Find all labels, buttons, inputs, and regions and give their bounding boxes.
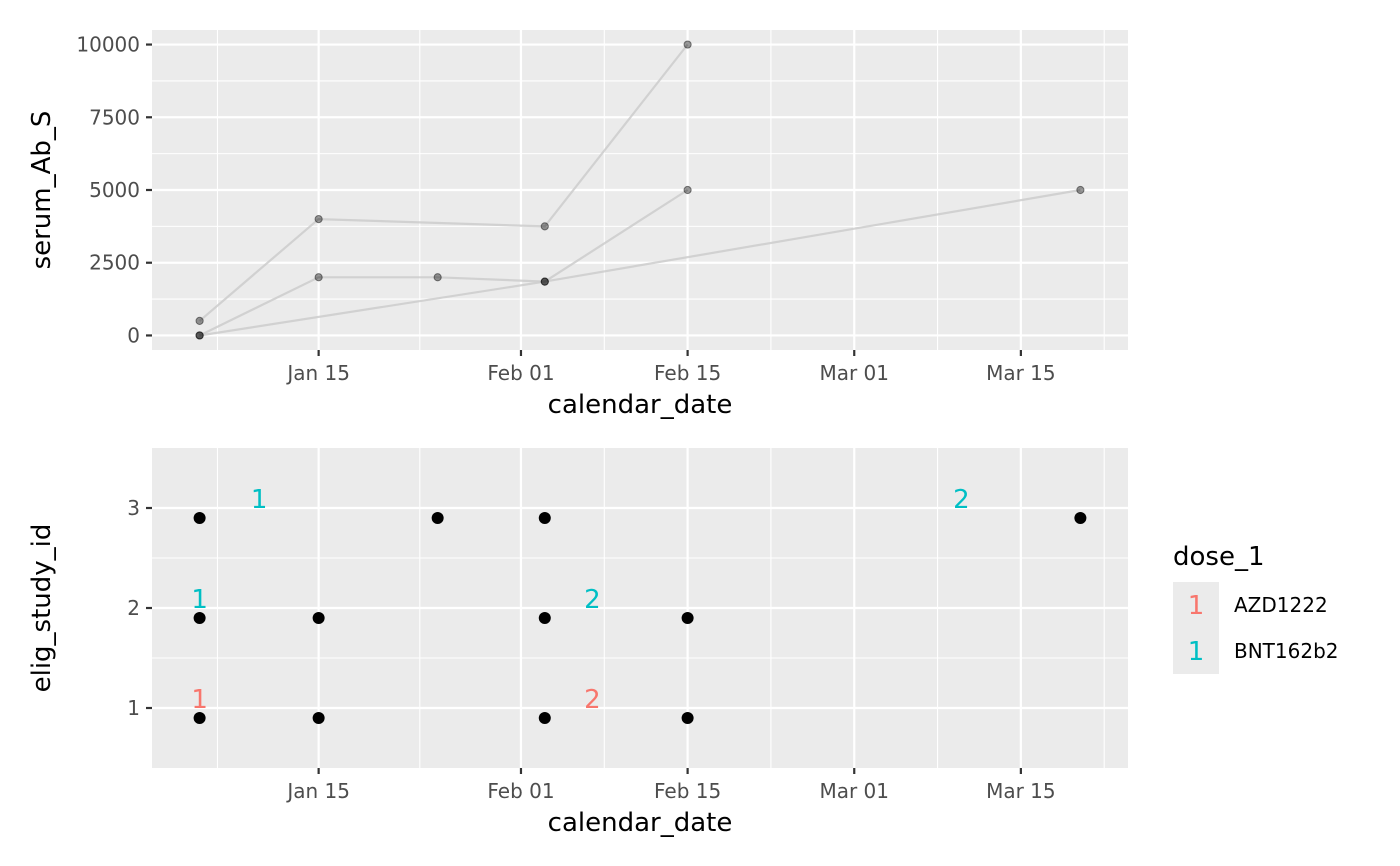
scatter-point (538, 512, 551, 524)
data-point (1076, 185, 1085, 195)
legend-title: dose_1 (1173, 542, 1265, 572)
bottom-panel-x-ticks: Jan 15 Feb 01 Feb 15 Mar 01 Mar 15 (285, 768, 1056, 803)
dose-label: 1 (191, 585, 208, 615)
scatter-point (193, 512, 206, 524)
x-tick-label: Feb 01 (487, 361, 554, 385)
scatter-point (312, 612, 325, 624)
scatter-point (681, 612, 694, 624)
data-point (195, 316, 204, 326)
top-panel-points (195, 40, 1085, 340)
bottom-panel-y-ticks: 1 2 3 (127, 496, 152, 720)
x-tick-label: Mar 15 (986, 361, 1056, 385)
data-point (314, 214, 323, 224)
x-tick-label: Jan 15 (285, 361, 350, 385)
data-point (540, 277, 549, 286)
legend-key-bnt162b2: 1 (1188, 637, 1205, 667)
x-tick-label: Mar 01 (819, 361, 889, 385)
top-x-axis-title: calendar_date (548, 390, 733, 420)
x-tick-label: Jan 15 (285, 779, 350, 803)
legend-label-azd1222: AZD1222 (1234, 593, 1328, 617)
scatter-point (538, 712, 551, 724)
dose-label: 2 (584, 685, 601, 715)
x-tick-label: Feb 15 (654, 779, 721, 803)
x-tick-label: Mar 01 (819, 779, 889, 803)
data-point (683, 40, 692, 49)
legend-label-bnt162b2: BNT162b2 (1234, 639, 1339, 663)
scatter-point (431, 512, 444, 524)
scatter-point (538, 612, 551, 624)
y-tick-label: 0 (127, 323, 140, 347)
scatter-point (193, 612, 206, 624)
dose-label: 2 (953, 485, 970, 515)
bottom-x-axis-title: calendar_date (548, 808, 733, 838)
y-tick-label: 7500 (89, 105, 140, 129)
scatter-point (193, 712, 206, 724)
y-tick-label: 2 (127, 596, 140, 620)
x-tick-label: Feb 01 (487, 779, 554, 803)
series-line-1 (199, 189, 689, 337)
bottom-panel: 1 2 1 2 1 2 Jan 15 Feb 01 Feb 15 Mar 01 Mar 15 1 2… (27, 448, 1128, 838)
legend-key-background-azd1222 (1173, 582, 1219, 628)
y-tick-label: 5000 (89, 178, 140, 202)
data-point (433, 273, 442, 282)
y-tick-label: 10000 (76, 33, 140, 57)
legend: dose_1 1 1 AZD1222 BNT162b2 (1173, 542, 1339, 674)
scatter-point (312, 712, 325, 724)
data-point (683, 185, 692, 195)
legend-key-background-bnt162b2 (1173, 628, 1219, 674)
top-y-axis-title: serum_Ab_S (27, 111, 57, 270)
bottom-panel-dose-labels: 1 2 1 2 1 2 (191, 485, 969, 715)
bottom-y-axis-title: elig_study_id (27, 524, 57, 693)
top-panel-grid (152, 30, 1128, 350)
top-panel-x-ticks: Jan 15 Feb 01 Feb 15 Mar 01 Mar 15 (285, 350, 1056, 385)
data-point (195, 331, 204, 340)
scatter-point (1074, 512, 1087, 524)
data-point (540, 222, 549, 231)
top-panel: Jan 15 Feb 01 Feb 15 Mar 01 Mar 15 0 2500 5000… (27, 30, 1128, 420)
y-tick-label: 2500 (89, 251, 140, 275)
top-panel-y-ticks: 0 2500 5000 7500 10000 (76, 33, 152, 347)
x-tick-label: Mar 15 (986, 779, 1056, 803)
series-line-3 (199, 188, 1081, 337)
scatter-point (681, 712, 694, 724)
data-point (540, 277, 549, 286)
dose-label: 1 (191, 685, 208, 715)
dose-label: 1 (251, 485, 268, 515)
top-panel-series-lines (198, 43, 1081, 337)
y-tick-label: 3 (127, 496, 140, 520)
data-point (314, 273, 323, 282)
series-line-2 (198, 43, 689, 322)
x-tick-label: Feb 15 (654, 361, 721, 385)
bottom-panel-grid (152, 448, 1128, 768)
y-tick-label: 1 (127, 696, 140, 720)
dose-label: 2 (584, 585, 601, 615)
bottom-panel-points (193, 512, 1087, 724)
legend-key-azd1222: 1 (1188, 591, 1205, 621)
data-point (195, 331, 204, 340)
